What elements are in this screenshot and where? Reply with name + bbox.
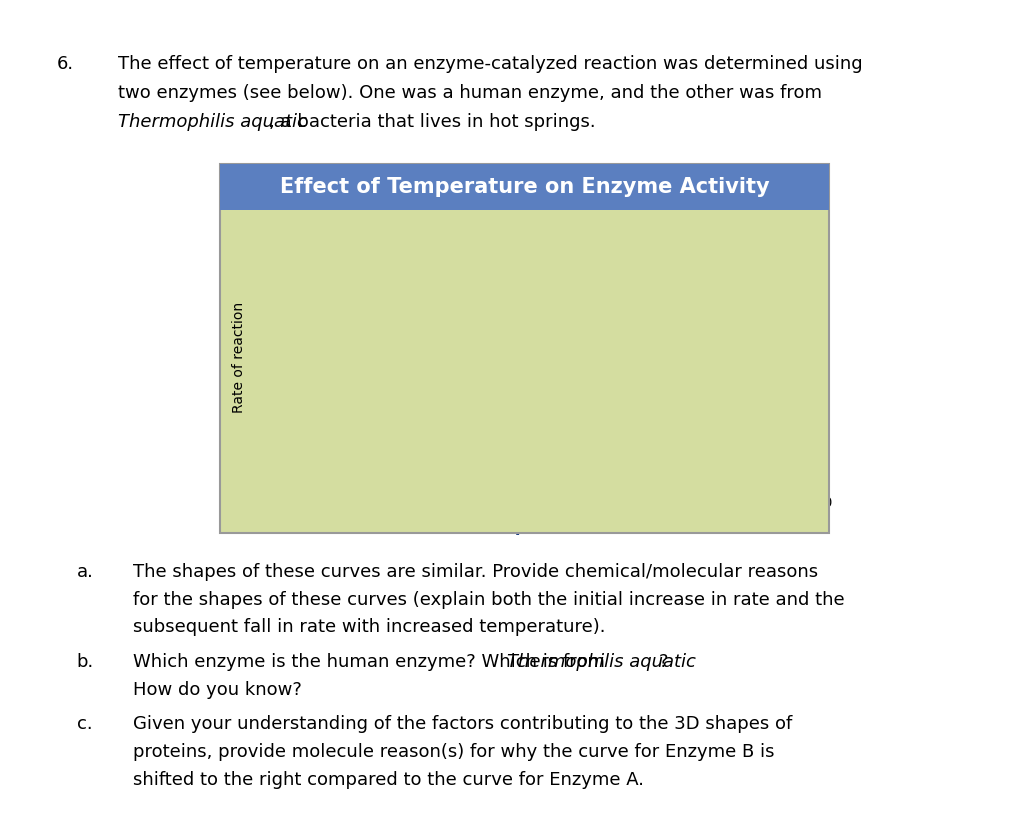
Text: The effect of temperature on an enzyme-catalyzed reaction was determined using: The effect of temperature on an enzyme-c…	[118, 55, 862, 72]
Text: shifted to the right compared to the curve for Enzyme A.: shifted to the right compared to the cur…	[133, 771, 644, 789]
Text: c.: c.	[77, 715, 92, 733]
Text: Given your understanding of the factors contributing to the 3D shapes of: Given your understanding of the factors …	[133, 715, 793, 733]
Text: subsequent fall in rate with increased temperature).: subsequent fall in rate with increased t…	[133, 618, 605, 636]
Text: ?: ?	[658, 653, 668, 671]
Text: b.: b.	[77, 653, 94, 671]
Text: Rate of reaction: Rate of reaction	[231, 302, 246, 412]
Text: two enzymes (see below). One was a human enzyme, and the other was from: two enzymes (see below). One was a human…	[118, 84, 821, 102]
Text: Enzyme A: Enzyme A	[445, 245, 514, 259]
Text: Thermophilis aquatic: Thermophilis aquatic	[118, 113, 306, 131]
X-axis label: Temperature (°C): Temperature (°C)	[477, 517, 639, 535]
Text: The shapes of these curves are similar. Provide chemical/molecular reasons: The shapes of these curves are similar. …	[133, 563, 818, 580]
Text: Effect of Temperature on Enzyme Activity: Effect of Temperature on Enzyme Activity	[280, 177, 770, 197]
Text: for the shapes of these curves (explain both the initial increase in rate and th: for the shapes of these curves (explain …	[133, 591, 845, 608]
Text: Thermophilis aquatic: Thermophilis aquatic	[507, 653, 695, 671]
Text: , a bacteria that lives in hot springs.: , a bacteria that lives in hot springs.	[269, 113, 596, 131]
Text: Which enzyme is the human enzyme? Which is from: Which enzyme is the human enzyme? Which …	[133, 653, 610, 671]
Text: Enzyme B: Enzyme B	[654, 255, 723, 269]
Text: proteins, provide molecule reason(s) for why the curve for Enzyme B is: proteins, provide molecule reason(s) for…	[133, 743, 774, 761]
Text: a.: a.	[77, 563, 93, 580]
Text: How do you know?: How do you know?	[133, 680, 302, 699]
Text: 6.: 6.	[56, 55, 74, 72]
